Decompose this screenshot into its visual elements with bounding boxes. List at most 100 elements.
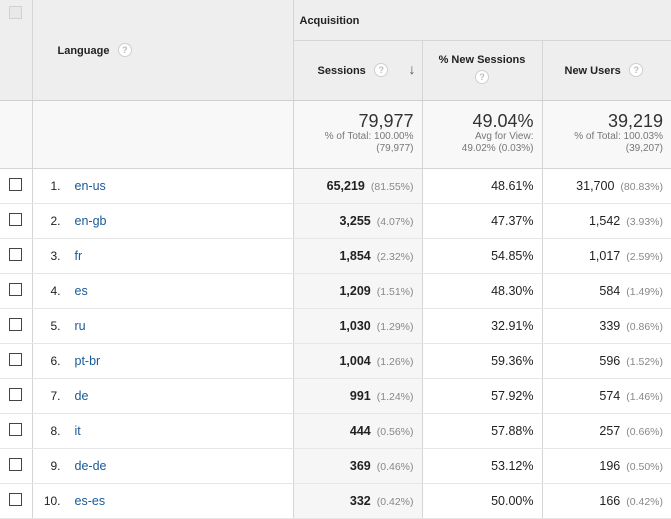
new-sessions-header-label: % New Sessions bbox=[438, 53, 526, 66]
total-new-sessions: 49.04% bbox=[472, 110, 534, 131]
total-new-users-sub1: % of Total: 100.03% bbox=[574, 130, 664, 142]
row-index: 3. bbox=[50, 248, 61, 263]
sort-descending-icon[interactable]: ↓ bbox=[408, 61, 416, 77]
total-new-users: 39,219 bbox=[607, 110, 664, 131]
row-new-users: 1,542 bbox=[588, 213, 621, 228]
row-sessions: 991 bbox=[349, 388, 371, 403]
language-link[interactable]: de bbox=[74, 388, 89, 403]
sessions-column-header[interactable]: Sessions ? ↓ bbox=[292, 40, 422, 101]
table-row: 7. de 991 (1.24%) 57.92% 574 (1.46%) bbox=[0, 378, 671, 414]
new-users-header-label: New Users bbox=[564, 65, 621, 77]
language-header-label: Language bbox=[57, 44, 110, 57]
row-sessions: 369 bbox=[349, 458, 371, 473]
row-new-sessions: 57.88% bbox=[421, 413, 542, 449]
total-new-sessions-sub2: 49.02% (0.03%) bbox=[461, 142, 534, 154]
row-sessions-pct: (4.07%) bbox=[376, 215, 414, 228]
row-new-sessions: 48.30% bbox=[421, 273, 542, 309]
row-sessions: 3,255 bbox=[339, 213, 371, 228]
new-users-column-header[interactable]: New Users ? bbox=[541, 40, 671, 101]
row-new-users-pct: (0.42%) bbox=[626, 495, 664, 508]
select-all-checkbox[interactable] bbox=[9, 6, 23, 19]
row-checkbox[interactable] bbox=[9, 387, 23, 401]
row-sessions: 1,854 bbox=[339, 248, 371, 263]
row-sessions: 1,030 bbox=[339, 318, 371, 333]
row-new-sessions: 48.61% bbox=[421, 168, 542, 204]
row-checkbox[interactable] bbox=[9, 247, 23, 261]
row-index: 7. bbox=[50, 388, 61, 403]
row-sessions-pct: (0.46%) bbox=[376, 460, 414, 473]
row-new-users: 166 bbox=[599, 493, 621, 508]
row-new-users-pct: (2.59%) bbox=[626, 250, 664, 263]
language-link[interactable]: ru bbox=[74, 318, 86, 333]
row-checkbox[interactable] bbox=[9, 422, 23, 436]
table-row: 10. es-es 332 (0.42%) 50.00% 166 (0.42%) bbox=[0, 483, 671, 519]
row-index: 4. bbox=[50, 283, 61, 298]
row-checkbox[interactable] bbox=[9, 282, 23, 296]
row-sessions-pct: (0.56%) bbox=[376, 425, 414, 438]
language-link[interactable]: en-gb bbox=[74, 213, 107, 228]
sessions-help-icon[interactable]: ? bbox=[374, 62, 389, 77]
table-row: 8. it 444 (0.56%) 57.88% 257 (0.66%) bbox=[0, 413, 671, 449]
total-sessions-sub2: (79,977) bbox=[376, 142, 414, 154]
total-new-users-sub2: (39,207) bbox=[625, 142, 664, 154]
row-new-users: 196 bbox=[599, 458, 621, 473]
row-index: 8. bbox=[50, 423, 61, 438]
row-new-users-pct: (3.93%) bbox=[626, 215, 664, 228]
row-new-users-pct: (1.52%) bbox=[626, 355, 664, 368]
language-link[interactable]: it bbox=[74, 423, 81, 438]
row-sessions-pct: (1.29%) bbox=[376, 320, 414, 333]
row-index: 1. bbox=[50, 178, 61, 193]
language-link[interactable]: es bbox=[74, 283, 88, 298]
language-link[interactable]: es-es bbox=[74, 493, 106, 508]
row-new-sessions: 50.00% bbox=[421, 483, 542, 519]
total-new-sessions-sub1: Avg for View: bbox=[474, 130, 534, 142]
row-checkbox[interactable] bbox=[9, 177, 23, 191]
row-checkbox[interactable] bbox=[9, 317, 23, 331]
row-checkbox[interactable] bbox=[9, 212, 23, 226]
language-link[interactable]: de-de bbox=[74, 458, 107, 473]
row-checkbox[interactable] bbox=[9, 457, 23, 471]
row-new-users: 339 bbox=[599, 318, 621, 333]
row-sessions-pct: (1.26%) bbox=[376, 355, 414, 368]
row-sessions-pct: (1.24%) bbox=[376, 390, 414, 403]
sessions-header-label: Sessions bbox=[317, 65, 366, 77]
new-sessions-help-icon[interactable]: ? bbox=[475, 70, 489, 85]
row-new-sessions: 47.37% bbox=[421, 203, 542, 239]
language-link[interactable]: fr bbox=[74, 248, 83, 263]
row-new-sessions: 53.12% bbox=[421, 448, 542, 484]
row-index: 10. bbox=[43, 493, 61, 508]
row-index: 5. bbox=[50, 318, 61, 333]
row-sessions-pct: (81.55%) bbox=[370, 180, 414, 193]
language-help-icon[interactable]: ? bbox=[117, 42, 132, 57]
row-checkbox[interactable] bbox=[9, 492, 23, 506]
row-new-users-pct: (0.50%) bbox=[626, 460, 664, 473]
row-new-users-pct: (0.86%) bbox=[626, 320, 664, 333]
new-users-help-icon[interactable]: ? bbox=[629, 62, 644, 77]
row-new-users-pct: (0.66%) bbox=[626, 425, 664, 438]
table-row: 6. pt-br 1,004 (1.26%) 59.36% 596 (1.52%) bbox=[0, 343, 671, 379]
language-link[interactable]: pt-br bbox=[74, 353, 101, 368]
row-new-users: 31,700 bbox=[576, 178, 615, 193]
row-index: 6. bbox=[50, 353, 61, 368]
row-new-users: 257 bbox=[599, 423, 621, 438]
row-new-sessions: 54.85% bbox=[421, 238, 542, 274]
total-sessions: 79,977 bbox=[358, 110, 414, 131]
row-new-sessions: 57.92% bbox=[421, 378, 542, 414]
table-row: 4. es 1,209 (1.51%) 48.30% 584 (1.49%) bbox=[0, 273, 671, 309]
row-new-users: 584 bbox=[599, 283, 621, 298]
table-row: 1. en-us 65,219 (81.55%) 48.61% 31,700 (80.… bbox=[0, 168, 671, 204]
table-row: 2. en-gb 3,255 (4.07%) 47.37% 1,542 (3.93%) bbox=[0, 203, 671, 239]
table-row: 3. fr 1,854 (2.32%) 54.85% 1,017 (2.59%) bbox=[0, 238, 671, 274]
row-checkbox[interactable] bbox=[9, 352, 23, 366]
table-row: 5. ru 1,030 (1.29%) 32.91% 339 (0.86%) bbox=[0, 308, 671, 344]
language-link[interactable]: en-us bbox=[74, 178, 106, 193]
row-sessions-pct: (1.51%) bbox=[376, 285, 414, 298]
acquisition-group-label: Acquisition bbox=[299, 14, 360, 27]
language-column-header[interactable]: Language ? bbox=[31, 0, 293, 101]
totals-row: 79,977 % of Total: 100.00% (79,977) 49.0… bbox=[0, 100, 671, 169]
row-sessions: 1,209 bbox=[339, 283, 371, 298]
new-sessions-column-header[interactable]: % New Sessions ? bbox=[421, 40, 542, 101]
table-row: 9. de-de 369 (0.46%) 53.12% 196 (0.50%) bbox=[0, 448, 671, 484]
row-new-users: 574 bbox=[599, 388, 621, 403]
